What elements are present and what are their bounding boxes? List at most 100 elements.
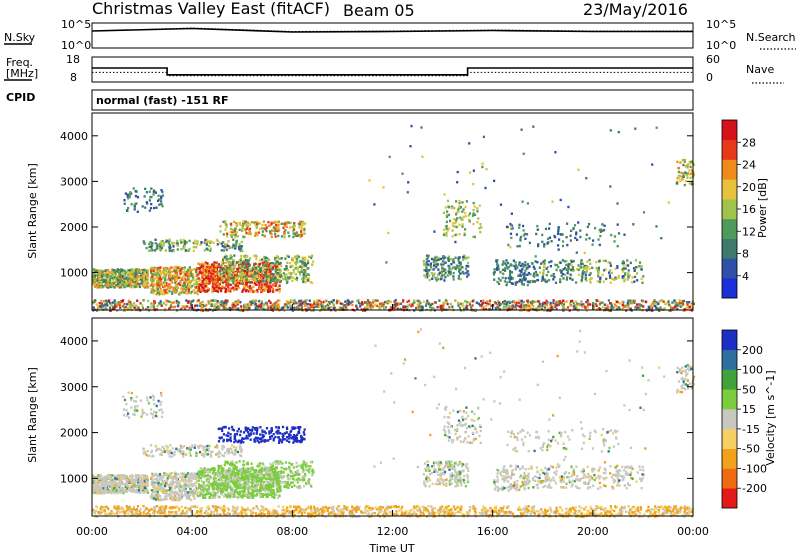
rti-cell [96, 274, 100, 277]
rti-cell [149, 196, 152, 199]
rti-cell [222, 275, 225, 278]
rti-cell [106, 271, 109, 274]
rti-cell [572, 302, 575, 305]
rti-cell [485, 308, 488, 311]
rti-cell [522, 264, 525, 267]
rti-cell [430, 265, 433, 268]
rti-cell [467, 265, 470, 268]
rti-cell [215, 285, 218, 288]
rti-cell [504, 262, 507, 265]
rti-cell [538, 304, 542, 307]
freq-label: Freq. [6, 56, 33, 69]
rti-cell [426, 269, 429, 272]
rti-cell [256, 288, 259, 292]
rti-cell [150, 269, 153, 272]
rti-cell [682, 303, 685, 306]
rti-cell [196, 242, 199, 246]
rti-cell [244, 261, 248, 265]
rti-cell [570, 268, 573, 271]
rti-cell [278, 305, 281, 309]
rti-cell [436, 306, 439, 309]
rti-cell [366, 308, 369, 311]
rti-cell [281, 306, 284, 310]
rti-cell [344, 300, 347, 303]
rti-cell [176, 269, 180, 273]
rti-cell [113, 269, 116, 272]
rti-cell [623, 280, 626, 283]
rti-cell [216, 243, 219, 246]
rti-cell [508, 307, 511, 311]
rti-cell [266, 277, 269, 281]
rti-cell [277, 266, 280, 270]
rti-cell [152, 268, 155, 271]
rti-cell [389, 300, 392, 303]
rti-cell [240, 245, 243, 248]
rti-cell [636, 265, 639, 269]
rti-cell [265, 288, 268, 291]
rti-cell [607, 299, 610, 302]
rti-cell [224, 287, 228, 291]
rti-cell [117, 275, 120, 278]
rti-cell [182, 238, 185, 242]
rti-cell [127, 480, 130, 484]
rti-cell [256, 269, 259, 272]
rti-cell [267, 277, 271, 280]
rti-cell [228, 274, 231, 277]
rti-cell [115, 488, 118, 491]
rti-cell [294, 232, 297, 235]
rti-cell [274, 225, 277, 228]
rti-cell [546, 301, 549, 304]
rti-cell [98, 478, 101, 481]
rti-cell [429, 268, 432, 271]
rti-cell [118, 275, 121, 278]
rti-cell [108, 306, 112, 309]
rti-cell [194, 282, 197, 285]
rti-cell [200, 265, 203, 268]
rti-cell [425, 258, 428, 261]
rti-cell [299, 222, 302, 225]
rti-cell [150, 277, 153, 281]
rti-cell [134, 194, 137, 198]
rti-cell [296, 276, 299, 280]
rti-cell [243, 306, 246, 309]
rti-cell [339, 302, 342, 305]
rti-cell [152, 305, 156, 309]
rti-cell [302, 280, 305, 284]
rti-cell [479, 223, 482, 226]
rti-cell [183, 266, 186, 269]
rti-cell [162, 270, 165, 273]
rti-cell [515, 301, 518, 304]
rti-cell [627, 306, 630, 309]
rti-cell [311, 254, 314, 257]
rti-cell [172, 249, 175, 253]
rti-cell [205, 273, 209, 276]
rti-cell [100, 302, 104, 305]
rti-cell [595, 304, 598, 307]
rti-cell [654, 304, 657, 308]
rti-cell [265, 264, 268, 267]
rti-cell [622, 267, 625, 270]
rti-cell [270, 221, 273, 224]
range-tick-label: 4000 [60, 130, 88, 143]
rti-cell [268, 224, 271, 228]
rti-cell [103, 489, 106, 492]
rti-cell [475, 301, 478, 304]
rti-cell [141, 271, 145, 275]
rti-cell [627, 272, 630, 275]
rti-cell [607, 261, 610, 264]
rti-cell [218, 278, 221, 281]
rti-cell [265, 259, 268, 263]
rti-cell [211, 276, 214, 279]
rti-cell [444, 261, 447, 264]
rti-cell [244, 305, 247, 308]
rti-cell [632, 223, 635, 226]
rti-cell [610, 233, 613, 237]
rti-cell [510, 277, 513, 281]
rti-cell [526, 273, 529, 276]
rti-cell [522, 224, 525, 228]
rti-cell [118, 286, 121, 289]
rti-cell [243, 278, 246, 281]
rti-cell [534, 300, 537, 303]
rti-cell [457, 277, 460, 280]
rti-cell [629, 301, 632, 305]
